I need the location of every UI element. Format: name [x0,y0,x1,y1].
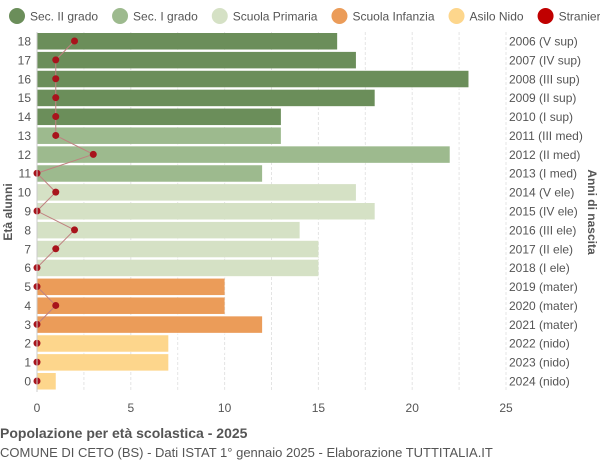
age-tick-label: 12 [18,148,32,162]
bar [37,108,281,126]
age-tick-label: 9 [24,205,31,219]
x-tick-label: 15 [312,401,326,415]
bar [37,165,263,182]
bar [37,316,263,333]
birth-year-label: 2017 (II ele) [509,242,573,256]
age-tick-label: 0 [24,375,31,389]
bar [37,297,225,314]
birth-year-label: 2014 (V ele) [509,186,574,200]
legend-label: Scuola Infanzia [352,10,434,24]
legend-label: Stranieri [559,10,600,24]
age-tick-label: 2 [24,337,31,351]
age-tick-label: 15 [18,91,32,105]
age-tick-label: 14 [18,110,32,124]
birth-year-label: 2006 (V sup) [509,35,578,49]
legend-label: Sec. II grado [30,10,98,24]
age-tick-label: 4 [24,299,31,313]
bar [37,184,356,201]
birth-year-label: 2015 (IV ele) [509,205,578,219]
age-tick-label: 3 [24,318,31,332]
age-tick-label: 1 [24,356,31,370]
bar [37,221,300,239]
x-tick-label: 20 [406,401,420,415]
stranieri-point [52,131,60,139]
bar [37,335,169,352]
legend-swatch [448,8,465,24]
legend-swatch [211,8,228,24]
legend-label: Asilo Nido [470,10,524,24]
bar [37,51,356,69]
age-tick-label: 6 [24,261,31,275]
legend-label: Sec. I grado [133,10,198,24]
age-tick-label: 17 [18,53,32,67]
age-tick-label: 10 [18,186,32,200]
legend-swatch [9,8,25,24]
bar [37,33,338,50]
birth-year-label: 2021 (mater) [509,318,578,332]
y-axis-title-right: Anni di nascita [585,169,599,255]
bar [37,373,56,390]
birth-year-label: 2009 (II sup) [509,91,576,105]
bar [37,89,375,107]
chart-title: Popolazione per età scolastica - 2025 [0,425,248,441]
birth-year-label: 2012 (II med) [509,148,580,162]
legend-swatch [112,8,129,24]
stranieri-point [52,188,60,196]
legend-swatch [537,8,554,24]
birth-year-label: 2023 (nido) [509,356,570,370]
x-tick-label: 0 [34,401,41,415]
age-tick-label: 8 [24,223,31,237]
legend-label: Scuola Primaria [233,10,318,24]
age-tick-label: 13 [18,129,32,143]
birth-year-label: 2011 (III med) [509,129,583,143]
stranieri-point [52,113,60,121]
birth-year-label: 2020 (mater) [509,299,578,313]
birth-year-label: 2018 (I ele) [509,261,570,275]
x-tick-label: 5 [127,401,134,415]
bar [37,127,281,144]
bar [37,259,319,277]
bar [37,240,319,258]
stranieri-point [52,75,60,83]
x-tick-label: 25 [499,401,513,415]
bar [37,278,225,296]
birth-year-label: 2013 (I med) [509,167,577,181]
stranieri-point [52,301,60,309]
stranieri-point [89,150,97,158]
birth-year-label: 2024 (nido) [509,375,570,389]
age-tick-label: 18 [18,35,32,49]
birth-year-label: 2022 (nido) [509,337,570,351]
age-tick-label: 5 [24,280,31,294]
birth-year-label: 2008 (III sup) [509,72,580,86]
legend-swatch [331,8,348,24]
birth-year-label: 2010 (I sup) [509,110,573,124]
x-tick-label: 10 [218,401,232,415]
stranieri-point [52,56,60,64]
y-axis-title: Età alunni [1,183,15,240]
bar [37,354,169,371]
bar [37,203,375,220]
age-tick-label: 11 [19,167,32,181]
birth-year-label: 2007 (IV sup) [509,53,581,67]
chart-subtitle: COMUNE DI CETO (BS) - Dati ISTAT 1° genn… [0,445,493,460]
stranieri-point [52,245,60,253]
stranieri-point [71,37,79,45]
birth-year-label: 2019 (mater) [509,280,578,294]
stranieri-point [71,226,79,234]
age-tick-label: 16 [18,72,32,86]
birth-year-label: 2016 (III ele) [509,223,576,237]
age-tick-label: 7 [24,242,31,256]
stranieri-point [52,94,60,102]
bar [37,70,469,88]
bar [37,146,450,163]
